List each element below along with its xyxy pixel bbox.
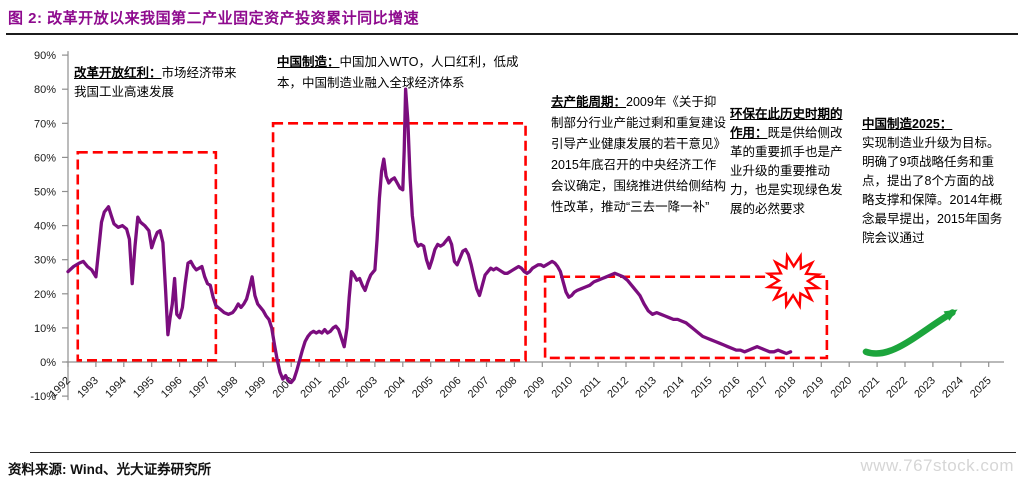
note-heading: 中国制造2025： xyxy=(862,117,953,131)
annotation-environmental-role: 环保在此历史时期的作用：既是供给侧改革的重要抓手也是产业升级的重要推动力，也是实… xyxy=(730,105,854,219)
x-tick-label: 1992 xyxy=(47,375,73,401)
watermark-text: www.767stock.com xyxy=(860,456,1014,475)
highlight-box xyxy=(271,122,527,362)
x-tick-label: 2003 xyxy=(354,375,380,401)
title-divider xyxy=(6,33,1018,35)
note-heading: 中国制造： xyxy=(277,55,340,69)
y-tick-label: 50% xyxy=(34,187,56,199)
x-tick-label: 2013 xyxy=(633,375,659,401)
x-tick-label: 2024 xyxy=(940,375,966,401)
annotation-capacity-reduction: 去产能周期：2009年《关于抑制部分行业产能过剩和重复建设引导产业健康发展的若干… xyxy=(551,92,727,218)
y-tick-label: 60% xyxy=(34,152,56,164)
highlight-box xyxy=(76,150,218,362)
annotation-china-manufacturing: 中国制造：中国加入WTO，人口红利，低成本，中国制造业融入全球经济体系 xyxy=(277,52,535,94)
page-title: 图 2: 改革开放以来我国第二产业固定资产投资累计同比增速 xyxy=(8,10,420,27)
x-tick-label: 1999 xyxy=(243,375,269,401)
note-body: 既是供给侧改革的重要抓手也是产业升级的重要推动力，也是实现绿色发展的必然要求 xyxy=(730,126,843,216)
y-tick-label: 90% xyxy=(34,50,56,62)
series-polyline xyxy=(66,87,793,385)
x-tick-label: 2005 xyxy=(410,375,436,401)
x-tick-label: 2009 xyxy=(522,375,548,401)
y-tick-label: 80% xyxy=(34,84,56,96)
x-tick-label: 2021 xyxy=(856,375,882,401)
x-tick-label: 2022 xyxy=(884,375,910,401)
x-tick-label: 2025 xyxy=(968,375,994,401)
y-tick-label: 10% xyxy=(34,323,56,335)
x-tick-label: 1994 xyxy=(103,375,129,401)
x-axis: 1992 1993 1994 1995 1996 1997 1998 1999 2000 2001… xyxy=(47,361,1004,401)
highlight-boxes xyxy=(76,122,829,362)
source-text: 资料来源: Wind、光大证券研究所 xyxy=(8,462,212,477)
note-heading: 改革开放红利： xyxy=(74,66,162,80)
annotation-reform-dividend: 改革开放红利：市场经济带来我国工业高速发展 xyxy=(74,64,238,102)
x-tick-label: 2015 xyxy=(689,375,715,401)
footer-divider xyxy=(30,452,1016,453)
x-tick-label: 2004 xyxy=(382,375,408,401)
growth-arrow-icon xyxy=(862,309,958,357)
y-tick-label: 40% xyxy=(34,221,56,233)
starburst-icon xyxy=(764,251,823,311)
x-tick-label: 2019 xyxy=(801,375,827,401)
x-tick-label: 1997 xyxy=(187,375,213,401)
x-tick-label: 1996 xyxy=(159,375,185,401)
x-tick-label: 2008 xyxy=(494,375,520,401)
x-tick-label: 2010 xyxy=(550,375,576,401)
y-tick-label: 30% xyxy=(34,255,56,267)
note-body: 市场经济带来我国工业高速发展 xyxy=(74,66,237,99)
series-line xyxy=(66,87,793,385)
note-body: 实现制造业升级为目标。明确了9项战略任务和重点，提出了8个方面的战略支撑和保障。… xyxy=(862,136,1003,245)
x-tick-label: 2002 xyxy=(326,375,352,401)
annotation-made-in-china-2025: 中国制造2025： 实现制造业升级为目标。明确了9项战略任务和重点，提出了8个方面… xyxy=(862,115,1006,248)
x-tick-label: 2017 xyxy=(745,375,771,401)
y-tick-label: 20% xyxy=(34,289,56,301)
x-tick-label: 2006 xyxy=(438,375,464,401)
y-tick-label: 0% xyxy=(40,357,56,369)
note-body-2: 2015年底召开的中央经济工作会议确定，围绕推进供给侧结构性改革，推动“三去一降… xyxy=(551,158,727,214)
note-heading: 去产能周期： xyxy=(551,95,627,109)
x-tick-label: 2007 xyxy=(466,375,492,401)
y-tick-label: -10% xyxy=(30,391,56,403)
y-tick-label: 70% xyxy=(34,118,56,130)
x-tick-label: 1998 xyxy=(215,375,241,401)
x-tick-label: 2001 xyxy=(298,375,324,401)
x-tick-label: 2020 xyxy=(829,375,855,401)
x-tick-label: 2014 xyxy=(661,375,687,401)
note-heading: 环保在此历史时期的作用： xyxy=(730,107,843,140)
x-tick-label: 1993 xyxy=(75,375,101,401)
chart-canvas: 90%80%70%60%50%40%30%20%10%0%-10% 1992 19… xyxy=(30,50,1004,403)
note-body: 2009年《关于抑制部分行业产能过剩和重复建设引导产业健康发展的若干意见》 xyxy=(551,95,727,151)
x-tick-label: 2018 xyxy=(773,375,799,401)
x-tick-label: 2011 xyxy=(578,375,603,400)
x-tick-label: 2016 xyxy=(717,375,743,401)
highlight-box xyxy=(543,275,829,360)
x-tick-label: 2023 xyxy=(912,375,938,401)
x-tick-label: 1995 xyxy=(131,375,157,401)
note-body: 中国加入WTO，人口红利，低成本，中国制造业融入全球经济体系 xyxy=(277,55,519,90)
x-tick-label: 2012 xyxy=(605,375,631,401)
y-axis: 90% 80% 70% 60% 50% 40% 30% 20% 10% 0% -10% xyxy=(30,50,69,403)
